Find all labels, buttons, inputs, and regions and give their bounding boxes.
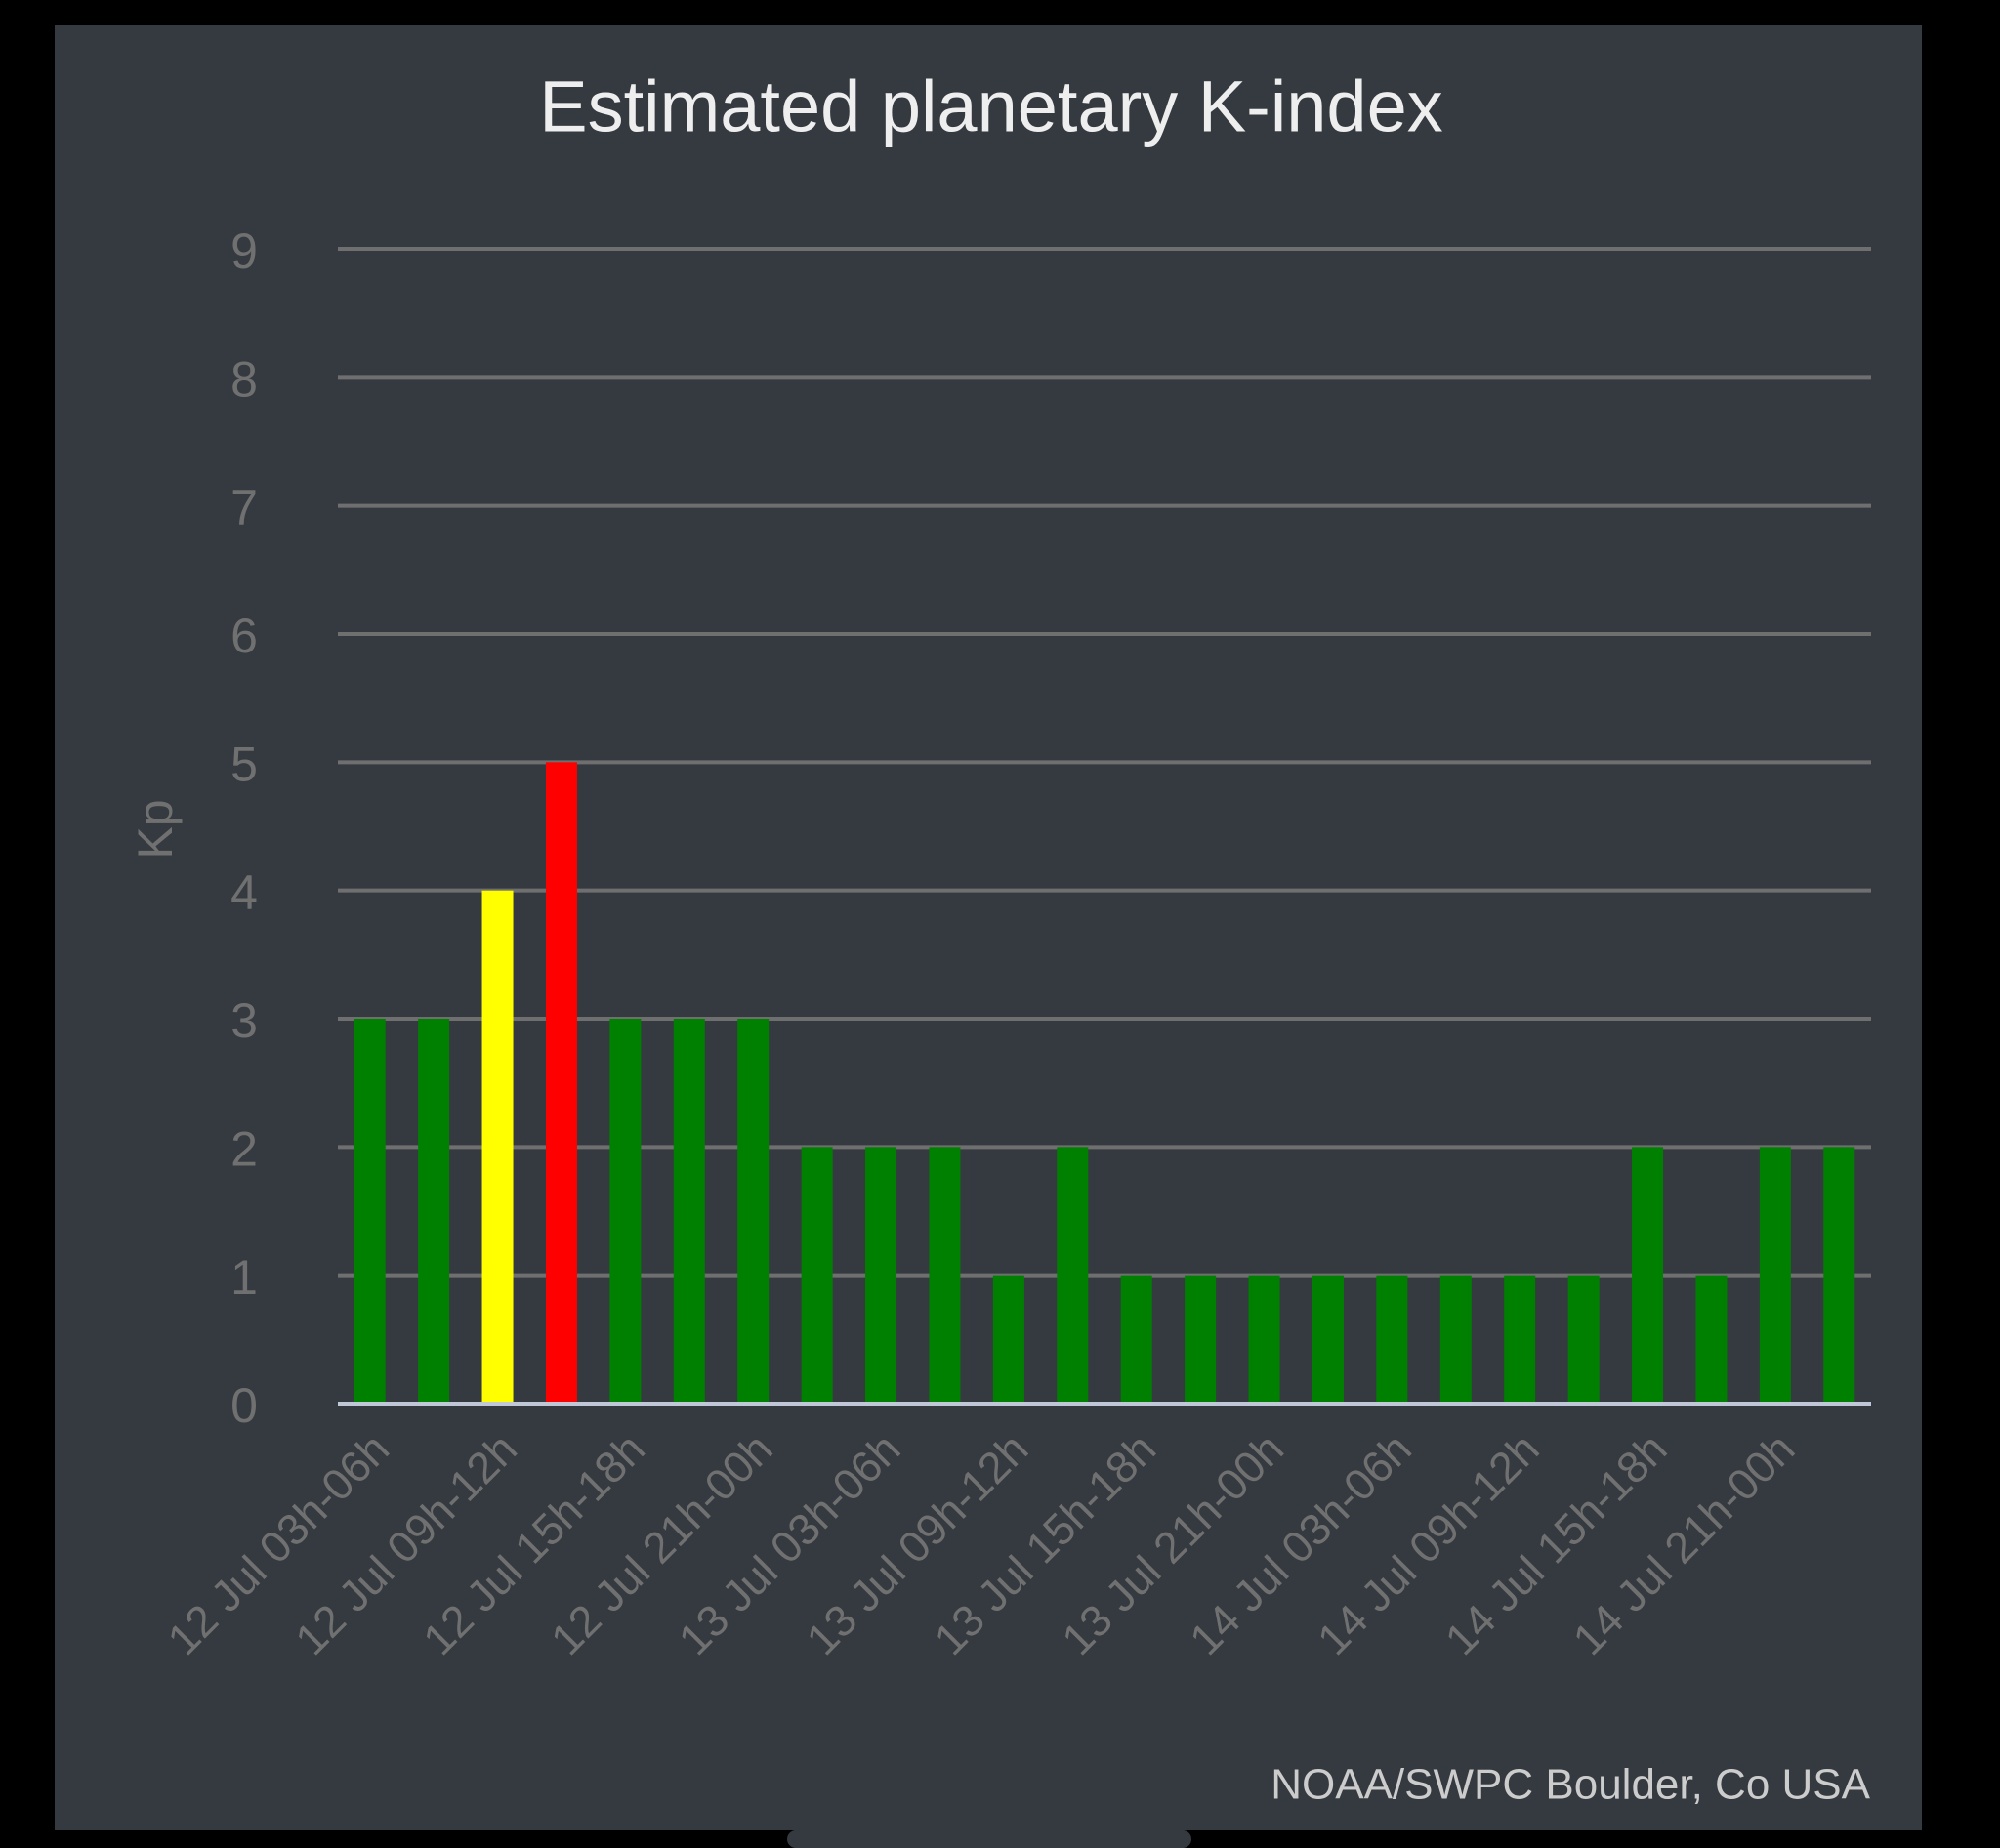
y-tick-label: 5 bbox=[230, 737, 258, 792]
bar bbox=[1120, 1275, 1152, 1404]
bar bbox=[1185, 1275, 1217, 1404]
y-tick-label: 1 bbox=[230, 1250, 258, 1305]
bar bbox=[801, 1147, 833, 1404]
y-tick-label: 7 bbox=[230, 481, 258, 535]
bar bbox=[865, 1147, 897, 1404]
bar bbox=[1695, 1275, 1728, 1404]
bar bbox=[737, 1019, 770, 1404]
bar bbox=[481, 890, 514, 1404]
bar bbox=[1823, 1147, 1855, 1404]
y-tick-label: 6 bbox=[230, 609, 258, 663]
bar bbox=[992, 1275, 1024, 1404]
bar bbox=[545, 762, 577, 1404]
source-note: NOAA/SWPC Boulder, Co USA bbox=[1271, 1761, 1870, 1809]
bar bbox=[673, 1019, 705, 1404]
bar bbox=[1312, 1275, 1344, 1404]
bar bbox=[1759, 1147, 1791, 1404]
chart-title: Estimated planetary K-index bbox=[539, 66, 1442, 147]
bar bbox=[418, 1019, 450, 1404]
bar bbox=[1632, 1147, 1664, 1404]
bar bbox=[1567, 1275, 1600, 1404]
y-axis-label: Kp bbox=[128, 799, 183, 859]
bar bbox=[1439, 1275, 1472, 1404]
bar bbox=[1057, 1147, 1089, 1404]
bar bbox=[1376, 1275, 1408, 1404]
y-tick-label: 0 bbox=[230, 1378, 258, 1433]
chart-panel bbox=[55, 25, 1922, 1830]
y-tick-label: 9 bbox=[230, 224, 258, 278]
y-tick-label: 4 bbox=[230, 865, 258, 920]
bar bbox=[1248, 1275, 1280, 1404]
bar bbox=[1504, 1275, 1536, 1404]
y-tick-label: 3 bbox=[230, 993, 258, 1048]
y-tick-label: 8 bbox=[230, 353, 258, 407]
bar bbox=[354, 1019, 386, 1404]
y-tick-label: 2 bbox=[230, 1122, 258, 1177]
bottom-handle bbox=[787, 1830, 1191, 1848]
bar bbox=[929, 1147, 961, 1404]
bar bbox=[609, 1019, 642, 1404]
